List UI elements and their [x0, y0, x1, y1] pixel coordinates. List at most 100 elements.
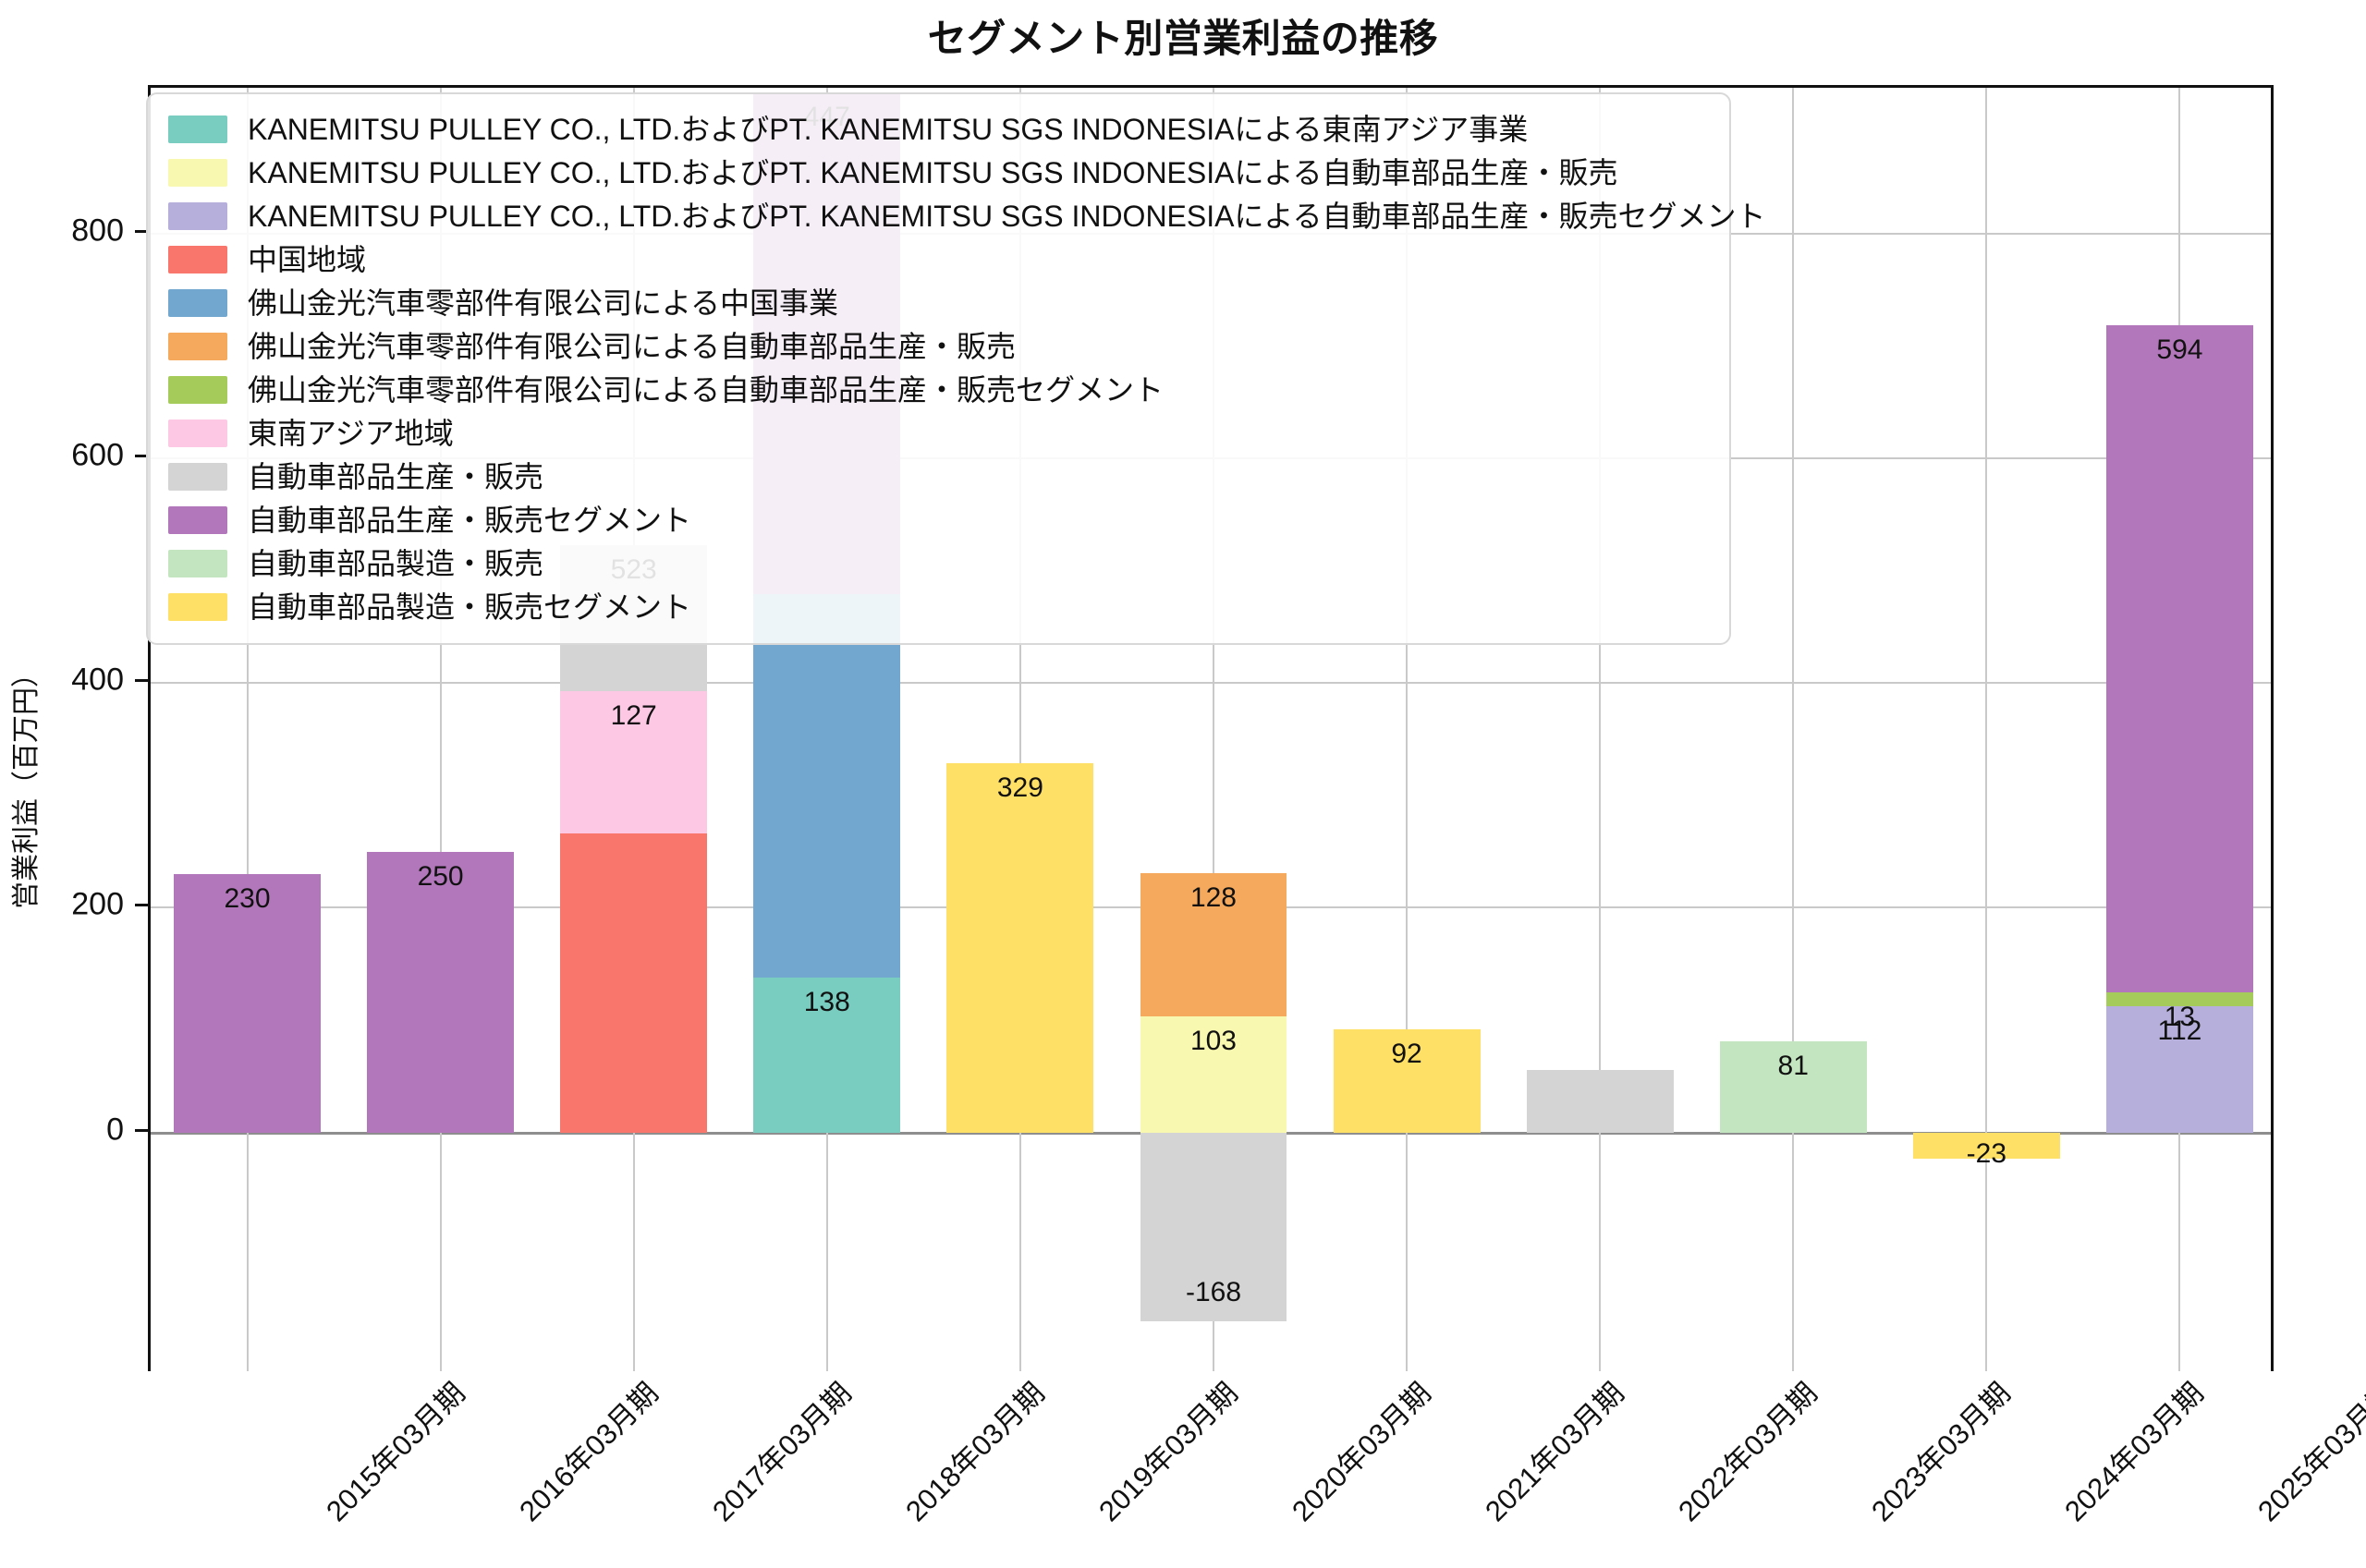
- legend-color-swatch: [168, 419, 227, 447]
- bar-column[interactable]: 112 13 594: [2083, 88, 2271, 1371]
- legend-color-swatch: [168, 245, 227, 273]
- x-tick-label: 2021年03月期: [1479, 1376, 1630, 1528]
- legend-item[interactable]: KANEMITSU PULLEY CO., LTD.およびPT. KANEMIT…: [168, 107, 1713, 151]
- bar-segment[interactable]: [1526, 1069, 1674, 1133]
- legend-color-swatch: [168, 505, 227, 534]
- legend-label: 中国地域: [248, 242, 367, 276]
- legend-color-swatch: [168, 549, 227, 577]
- legend-label: 東南アジア地域: [248, 416, 454, 450]
- legend-label: KANEMITSU PULLEY CO., LTD.およびPT. KANEMIT…: [248, 155, 1618, 189]
- legend-item[interactable]: 自動車部品生産・販売: [168, 455, 1713, 498]
- legend-item[interactable]: 東南アジア地域: [168, 411, 1713, 455]
- gridline: [1018, 88, 1021, 1371]
- legend-item[interactable]: 自動車部品生産・販売セグメント: [168, 498, 1713, 541]
- bar-segment[interactable]: 138: [753, 977, 901, 1133]
- legend-label: 自動車部品生産・販売: [248, 459, 544, 493]
- bar-value-label: -168: [1185, 1276, 1241, 1307]
- y-tick-label: 0: [106, 1112, 124, 1148]
- gridline: [1792, 88, 1795, 1371]
- bar-column[interactable]: 92: [1311, 88, 1504, 1371]
- y-axis-ticks: 0 200 400 600 800: [0, 0, 148, 1286]
- legend-color-swatch: [168, 592, 227, 621]
- bar-value-label: 138: [803, 986, 850, 1017]
- x-tick-label: 2024年03月期: [2058, 1376, 2211, 1528]
- y-tick-label: 400: [71, 662, 124, 698]
- legend-label: 自動車部品製造・販売: [248, 546, 544, 580]
- bar-value-label: 103: [1189, 1026, 1237, 1057]
- legend-label: 佛山金光汽車零部件有限公司による自動車部品生産・販売セグメント: [248, 372, 1165, 407]
- legend-item[interactable]: KANEMITSU PULLEY CO., LTD.およびPT. KANEMIT…: [168, 194, 1766, 237]
- y-tick-mark: [135, 455, 148, 458]
- bar-value-label: 250: [417, 860, 464, 892]
- y-tick-mark: [135, 1128, 148, 1132]
- bar-column[interactable]: [1504, 88, 1697, 1371]
- legend-color-swatch: [168, 332, 227, 360]
- y-tick-mark: [135, 679, 148, 683]
- bar-segment[interactable]: 329: [946, 762, 1094, 1133]
- y-tick-label: 800: [71, 213, 124, 249]
- x-tick-label: 2022年03月期: [1672, 1376, 1824, 1528]
- legend-item[interactable]: 自動車部品製造・販売: [168, 541, 1713, 585]
- bar-segment[interactable]: 230: [174, 874, 321, 1133]
- bar-segment[interactable]: 112: [2105, 1006, 2253, 1133]
- gridline: [439, 88, 442, 1371]
- x-tick-label: 2019年03月期: [1092, 1376, 1244, 1528]
- x-tick-label: 2016年03月期: [512, 1376, 665, 1528]
- bar-segment[interactable]: 92: [1333, 1028, 1481, 1133]
- bar-column[interactable]: -23: [1890, 88, 2083, 1371]
- x-axis-ticks: 2015年03月期 2016年03月期 2017年03月期 2018年03月期 2019…: [148, 1371, 2366, 1556]
- legend-label: 佛山金光汽車零部件有限公司による中国事業: [248, 286, 839, 320]
- bar-value-label: 128: [1189, 881, 1237, 913]
- bar-value-label: 92: [1391, 1038, 1422, 1069]
- legend: KANEMITSU PULLEY CO., LTD.およびPT. KANEMIT…: [146, 92, 1766, 645]
- legend-item[interactable]: 自動車部品製造・販売セグメント: [168, 585, 1713, 628]
- bar-value-label: 112: [2157, 1015, 2202, 1047]
- bar-segment[interactable]: -23: [1912, 1132, 2060, 1169]
- legend-item[interactable]: 佛山金光汽車零部件有限公司による中国事業: [168, 281, 1713, 324]
- bar-segment[interactable]: [560, 833, 708, 1133]
- bar-segment[interactable]: 594: [2105, 324, 2253, 992]
- bar-segment[interactable]: [753, 594, 901, 978]
- x-tick-label: 2020年03月期: [1286, 1376, 1437, 1528]
- x-tick-label: 2018年03月期: [899, 1376, 1051, 1528]
- legend-label: 自動車部品生産・販売セグメント: [248, 503, 692, 537]
- x-tick-label: 2025年03月期: [2251, 1376, 2366, 1528]
- bar-segment[interactable]: 128: [1140, 872, 1287, 1017]
- legend-label: 自動車部品製造・販売セグメント: [248, 590, 692, 624]
- bar-value-label: 329: [996, 772, 1043, 803]
- bar-segment[interactable]: 250: [367, 851, 515, 1133]
- x-tick-label: 2017年03月期: [705, 1376, 858, 1528]
- bar-value-label: 127: [610, 699, 657, 731]
- bar-segment[interactable]: 127: [560, 690, 708, 834]
- legend-item[interactable]: 佛山金光汽車零部件有限公司による自動車部品生産・販売セグメント: [168, 368, 1713, 411]
- bar-segment[interactable]: 103: [1140, 1016, 1287, 1133]
- legend-color-swatch: [168, 288, 227, 317]
- bar-segment[interactable]: 13: [2105, 991, 2253, 1032]
- y-tick-mark: [135, 904, 148, 907]
- gridline: [151, 682, 2271, 685]
- legend-label: 佛山金光汽車零部件有限公司による自動車部品生産・販売: [248, 329, 1017, 363]
- gridline: [1406, 88, 1409, 1371]
- legend-color-swatch: [168, 158, 227, 187]
- legend-color-swatch: [168, 375, 227, 404]
- legend-item[interactable]: 佛山金光汽車零部件有限公司による自動車部品生産・販売: [168, 324, 1713, 368]
- legend-label: KANEMITSU PULLEY CO., LTD.およびPT. KANEMIT…: [248, 199, 1766, 233]
- bar-value-label: 594: [2156, 334, 2203, 365]
- gridline: [246, 88, 249, 1371]
- bar-segment[interactable]: -168: [1140, 1132, 1287, 1321]
- legend-label: KANEMITSU PULLEY CO., LTD.およびPT. KANEMIT…: [248, 112, 1529, 146]
- bar-segment[interactable]: 81: [1719, 1041, 1867, 1133]
- legend-color-swatch: [168, 115, 227, 143]
- bar-value-label: 81: [1777, 1051, 1809, 1082]
- y-tick-mark: [135, 230, 148, 234]
- bar-column[interactable]: 81: [1697, 88, 1890, 1371]
- gridline: [1985, 88, 1988, 1371]
- x-tick-label: 2023年03月期: [1865, 1376, 2018, 1528]
- bar-column[interactable]: 329: [923, 88, 1116, 1371]
- bar-value-label: 230: [224, 883, 271, 914]
- legend-item[interactable]: 中国地域: [168, 237, 1713, 281]
- legend-item[interactable]: KANEMITSU PULLEY CO., LTD.およびPT. KANEMIT…: [168, 151, 1713, 194]
- legend-color-swatch: [168, 462, 227, 491]
- gridline: [1599, 88, 1602, 1371]
